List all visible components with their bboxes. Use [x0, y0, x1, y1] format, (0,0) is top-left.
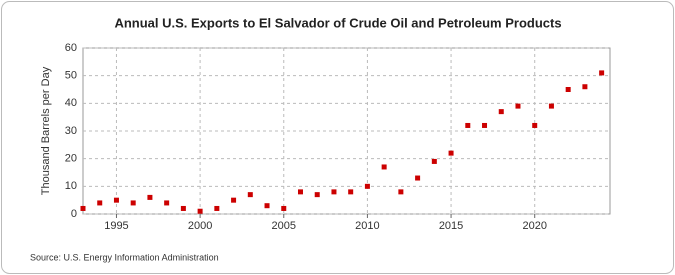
x-tick-label: 1995: [104, 220, 128, 232]
y-tick-label: 50: [65, 70, 77, 82]
point: [197, 208, 203, 214]
point: [247, 192, 253, 198]
point: [515, 103, 521, 109]
point: [214, 205, 220, 211]
x-tick-label: 2000: [188, 220, 212, 232]
point: [398, 189, 404, 195]
point: [415, 175, 421, 181]
point: [231, 197, 237, 203]
point: [130, 200, 136, 206]
point: [582, 84, 588, 90]
point: [482, 122, 488, 128]
y-tick-label: 30: [65, 125, 77, 137]
point: [180, 205, 186, 211]
chart-title: Annual U.S. Exports to El Salvador of Cr…: [114, 15, 561, 30]
x-tick-label: 2010: [355, 220, 379, 232]
point: [348, 189, 354, 195]
point: [532, 122, 538, 128]
y-tick-label: 40: [65, 97, 77, 109]
x-tick-label: 2020: [522, 220, 546, 232]
point: [599, 70, 605, 76]
point: [314, 192, 320, 198]
point: [147, 194, 153, 200]
source: Source: U.S. Energy Information Administ…: [30, 252, 219, 262]
x-tick-label: 2015: [439, 220, 463, 232]
point: [80, 205, 86, 211]
point: [164, 200, 170, 206]
point: [113, 197, 119, 203]
point: [448, 150, 454, 156]
point: [364, 183, 370, 189]
point: [565, 87, 571, 92]
point: [281, 205, 287, 211]
x-tick-label: 2005: [272, 220, 296, 232]
y-tick-label: 10: [65, 180, 77, 192]
y-axis-label: Thousand Barrels per Day: [40, 66, 52, 195]
point: [381, 164, 387, 170]
point: [97, 200, 103, 206]
y-tick-label: 20: [65, 153, 77, 165]
point: [465, 122, 471, 128]
point: [297, 189, 303, 195]
y-tick-label: 0: [71, 208, 77, 220]
point: [264, 203, 270, 209]
y-tick-label: 60: [65, 42, 77, 54]
point: [548, 103, 554, 109]
point: [431, 158, 437, 164]
point: [498, 109, 504, 115]
point: [331, 189, 337, 195]
